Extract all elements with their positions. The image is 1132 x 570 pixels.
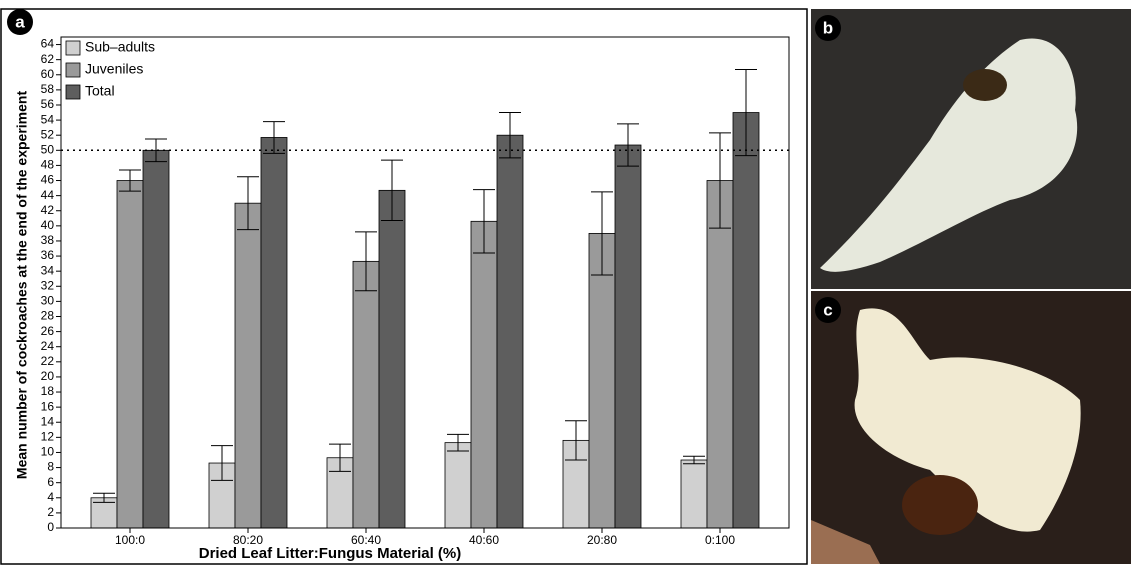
y-tick-label: 26: [41, 324, 55, 338]
bar: [497, 135, 523, 528]
x-axis-title: Dried Leaf Litter:Fungus Material (%): [199, 545, 462, 562]
bar: [235, 203, 261, 528]
bar: [379, 190, 405, 528]
bar: [445, 443, 471, 528]
x-tick-label: 60:40: [351, 533, 381, 547]
bar: [261, 137, 287, 528]
y-tick-label: 40: [41, 218, 55, 232]
y-tick-label: 54: [41, 112, 55, 126]
x-tick-label: 100:0: [115, 533, 145, 547]
y-tick-label: 8: [47, 460, 54, 474]
photo-c: [811, 291, 1131, 564]
x-tick-label: 0:100: [705, 533, 735, 547]
legend-label: Total: [85, 83, 115, 99]
insect: [963, 69, 1007, 101]
y-tick-label: 20: [41, 369, 55, 383]
bar: [681, 460, 707, 528]
bar: [117, 181, 143, 528]
bar: [353, 261, 379, 528]
y-tick-label: 14: [41, 414, 55, 428]
y-tick-label: 56: [41, 97, 55, 111]
y-tick-label: 60: [41, 67, 55, 81]
y-tick-label: 24: [41, 339, 55, 353]
y-tick-label: 36: [41, 248, 55, 262]
legend-swatch: [66, 41, 80, 55]
y-tick-label: 18: [41, 384, 55, 398]
legend-swatch: [66, 63, 80, 77]
y-tick-label: 42: [41, 203, 55, 217]
y-tick-label: 64: [41, 37, 55, 51]
y-tick-label: 22: [41, 354, 55, 368]
y-tick-label: 2: [47, 505, 54, 519]
x-tick-label: 20:80: [587, 533, 617, 547]
y-axis-title: Mean number of cockroaches at the end of…: [14, 91, 30, 480]
x-tick-label: 40:60: [469, 533, 499, 547]
panel-label: b: [823, 18, 833, 37]
y-tick-label: 10: [41, 445, 55, 459]
bar: [589, 233, 615, 528]
y-tick-label: 38: [41, 233, 55, 247]
y-tick-label: 50: [41, 142, 55, 156]
y-tick-label: 28: [41, 309, 55, 323]
x-tick-label: 80:20: [233, 533, 263, 547]
legend-label: Juveniles: [85, 61, 143, 77]
legend-label: Sub–adults: [85, 39, 155, 55]
y-tick-label: 30: [41, 294, 55, 308]
figure: a b c Dried Leaf Litter:Fungus Material …: [0, 0, 1132, 565]
cockroach: [902, 475, 978, 535]
y-tick-label: 0: [47, 520, 54, 534]
bar: [471, 221, 497, 528]
y-tick-label: 12: [41, 430, 55, 444]
y-tick-label: 58: [41, 82, 55, 96]
panel-label: c: [823, 300, 832, 319]
photo-b: [811, 9, 1131, 289]
y-tick-label: 4: [47, 490, 54, 504]
y-tick-label: 34: [41, 263, 55, 277]
legend-swatch: [66, 85, 80, 99]
bar: [707, 181, 733, 528]
y-tick-label: 46: [41, 173, 55, 187]
bar: [143, 150, 169, 528]
y-tick-label: 44: [41, 188, 55, 202]
y-tick-label: 52: [41, 127, 55, 141]
y-tick-label: 48: [41, 158, 55, 172]
bar: [615, 145, 641, 528]
y-tick-label: 6: [47, 475, 54, 489]
panel-label: a: [15, 12, 25, 31]
y-tick-label: 16: [41, 399, 55, 413]
y-tick-label: 62: [41, 52, 55, 66]
y-tick-label: 32: [41, 278, 55, 292]
bar: [733, 113, 759, 528]
